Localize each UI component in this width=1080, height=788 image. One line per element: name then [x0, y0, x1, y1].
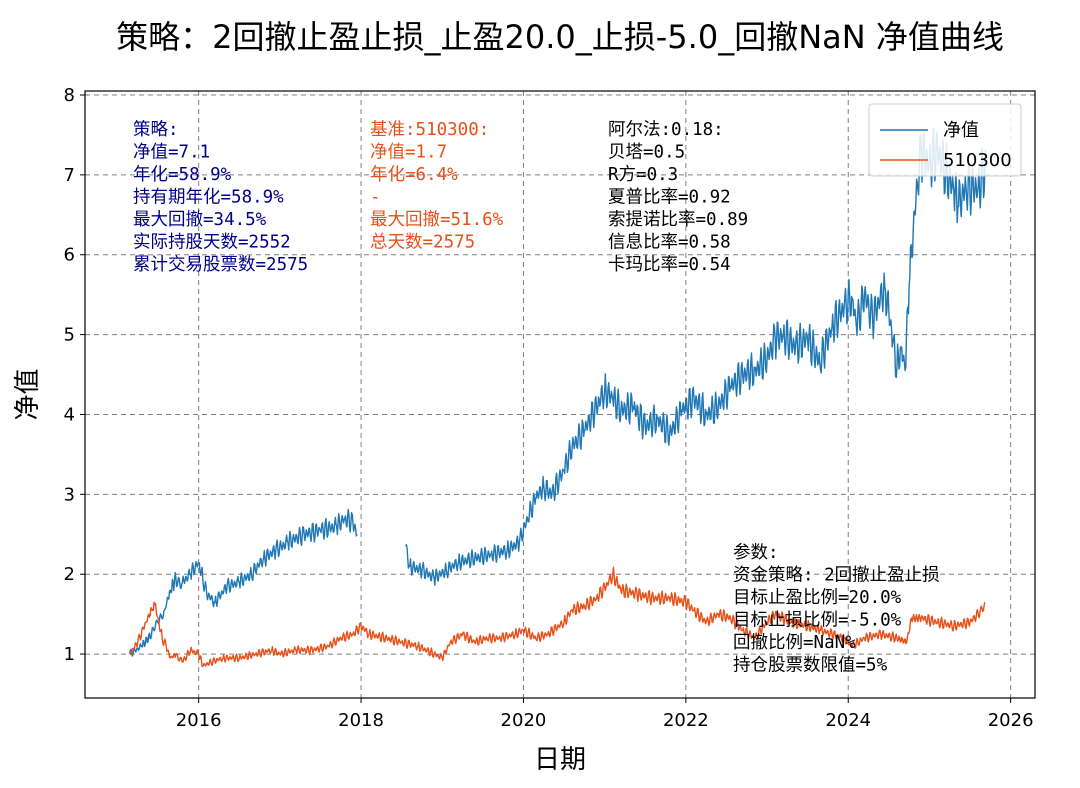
- y-tick-label: 1: [64, 644, 75, 665]
- benchmark-line: [129, 566, 986, 668]
- grid: [85, 91, 1035, 698]
- x-tick-label: 2022: [663, 710, 709, 731]
- strategy-stats-line: 策略:: [133, 120, 179, 140]
- x-tick-label: 2018: [338, 710, 384, 731]
- y-tick-label: 7: [64, 165, 75, 186]
- ratio-stats-line: 卡玛比率=0.54: [608, 255, 731, 275]
- x-axis-label: 日期: [534, 745, 586, 775]
- x-tick-label: 2024: [825, 710, 871, 731]
- y-tick-label: 2: [64, 564, 75, 585]
- params-stats-line: 回撤比例=NaN%: [733, 633, 856, 653]
- legend-box: [868, 103, 1022, 177]
- x-tick-label: 2026: [988, 710, 1034, 731]
- strategy-stats-line: 持有期年化=58.9%: [133, 188, 284, 208]
- ratio-stats-line: 贝塔=0.5: [608, 143, 685, 163]
- benchmark-stats-line: 净值=1.7: [370, 143, 447, 163]
- y-tick-label: 6: [64, 245, 75, 266]
- strategy-stats-line: 实际持股天数=2552: [133, 233, 291, 253]
- benchmark-stats-line: 总天数=2575: [370, 233, 475, 253]
- x-tick-label: 2020: [501, 710, 547, 731]
- legend-label: 510300: [943, 150, 1012, 171]
- chart-title: 策略：2回撤止盈止损_止盈20.0_止损-5.0_回撤NaN 净值曲线: [116, 18, 1004, 56]
- ratio-stats-line: 信息比率=0.58: [608, 233, 731, 253]
- benchmark-stats-line: 年化=6.4%: [370, 165, 458, 185]
- params-stats-line: 持仓股票数限值=5%: [733, 656, 888, 676]
- ratio-stats-line: 夏普比率=0.92: [608, 188, 731, 208]
- y-tick-label: 3: [64, 484, 75, 505]
- annotations: 策略: 净值=7.1年化=58.9% 持有期年化=58.9%最大回撤=34.5% 实际…: [133, 120, 940, 676]
- legend-label: 净值: [943, 120, 979, 141]
- strategy-stats-line: 年化=58.9%: [133, 165, 232, 185]
- ratio-stats-line: 阿尔法:0.18:: [608, 120, 724, 140]
- y-axis-label: 净值: [13, 368, 43, 420]
- strategy-line: [405, 127, 987, 586]
- benchmark-stats-line: 基准:510300:: [370, 120, 489, 140]
- series-layer: [129, 127, 987, 668]
- params-stats-line: 目标止盈比例=20.0%: [733, 588, 902, 608]
- legend: 净值 510300: [868, 103, 1022, 177]
- ratio-stats-line: 索提诺比率=0.89: [608, 210, 748, 230]
- plot-frame: [84, 90, 1036, 699]
- params-stats-line: 目标止损比例=-5.0%: [733, 611, 902, 631]
- params-stats-line: 参数:: [733, 543, 779, 563]
- strategy-stats-line: 净值=7.1: [133, 143, 210, 163]
- y-tick-label: 4: [64, 404, 75, 425]
- strategy-stats-line: 最大回撤=34.5%: [133, 210, 267, 230]
- benchmark-stats-line: 最大回撤=51.6%: [370, 210, 504, 230]
- params-stats-line: 资金策略: 2回撤止盈止损: [733, 566, 940, 586]
- benchmark-stats-line: -: [370, 188, 381, 208]
- ratio-stats-line: R方=0.3: [608, 165, 678, 185]
- y-tick-label: 8: [64, 85, 75, 106]
- strategy-stats-line: 累计交易股票数=2575: [133, 255, 308, 275]
- x-tick-label: 2016: [176, 710, 222, 731]
- y-tick-label: 5: [64, 325, 75, 346]
- axis-ticks: 2016 2018 2020 2022 2024 2026 1 2 3 4 5 6 7 8: [64, 85, 1034, 731]
- strategy-line: [129, 508, 358, 657]
